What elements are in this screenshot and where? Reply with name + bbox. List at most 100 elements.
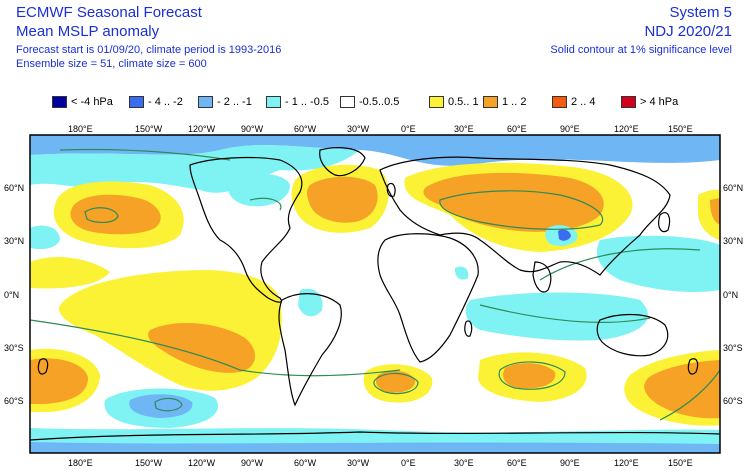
anomaly-area-south-indian-orange bbox=[503, 363, 556, 389]
lon-tick-label-top: 60°W bbox=[294, 124, 317, 134]
legend-label: 1 .. 2 bbox=[502, 96, 527, 108]
lon-tick-label-top: 90°W bbox=[241, 124, 264, 134]
anomaly-area-south-america-cyan bbox=[298, 288, 323, 317]
lon-tick-label-top: 0°E bbox=[401, 124, 416, 134]
color-legend: < -4 hPa - 4 .. -2 - 2 .. -1 - 1 .. -0.5 -0.… bbox=[52, 94, 712, 110]
legend-swatch bbox=[266, 96, 281, 108]
map-title: ECMWF Seasonal Forecast bbox=[16, 4, 202, 21]
new-zealand-outline-west bbox=[37, 358, 49, 375]
anomaly-area-north-pacific-orange bbox=[70, 194, 161, 235]
map-frame bbox=[29, 134, 721, 454]
anomaly-area-south-pacific-orange bbox=[148, 323, 256, 373]
lat-tick-label-left: 30°N bbox=[4, 236, 25, 246]
legend-swatch bbox=[198, 96, 213, 108]
new-zealand-outline bbox=[687, 358, 699, 375]
anomaly-area-north-america-cyan bbox=[228, 173, 290, 207]
lon-tick-label-top: 120°E bbox=[614, 124, 639, 134]
lat-tick-label-left: 30°S bbox=[4, 343, 24, 353]
lon-tick-label-bottom: 120°W bbox=[188, 458, 216, 468]
contour-note: Solid contour at 1% significance level bbox=[550, 44, 732, 56]
lon-tick-label-top: 180°E bbox=[68, 124, 93, 134]
anomaly-area-tasman-orange bbox=[644, 360, 720, 419]
ensemble-info: Ensemble size = 51, climate size = 600 bbox=[16, 58, 207, 70]
legend-item: > 4 hPa bbox=[621, 94, 678, 110]
legend-label: - 1 .. -0.5 bbox=[285, 96, 330, 108]
south-america-outline bbox=[278, 293, 342, 407]
anomaly-area-west-pacific-yellow bbox=[30, 257, 110, 289]
lon-tick-label-bottom: 0°E bbox=[401, 458, 416, 468]
lon-tick-label-bottom: 150°W bbox=[135, 458, 163, 468]
map-subtitle: Mean MSLP anomaly bbox=[16, 23, 160, 40]
legend-swatch bbox=[621, 96, 636, 108]
antarctica-outline bbox=[30, 431, 720, 441]
anomaly-area-east-pacific-orange-right bbox=[710, 198, 720, 225]
legend-swatch bbox=[552, 96, 567, 108]
lat-tick-label-left: 60°S bbox=[4, 396, 24, 406]
legend-label: - 2 .. -1 bbox=[217, 96, 252, 108]
australia-outline bbox=[596, 313, 669, 357]
anomaly-area-arctic-cyan bbox=[30, 145, 360, 193]
anomaly-area-indian-ocean-cyan bbox=[465, 292, 648, 341]
greenland-outline bbox=[319, 147, 366, 177]
legend-swatch bbox=[129, 96, 144, 108]
lon-tick-label-bottom: 90°W bbox=[241, 458, 264, 468]
lat-tick-label-right: 60°N bbox=[723, 183, 744, 193]
legend-item: < -4 hPa bbox=[52, 94, 113, 110]
anomaly-area-atlantic-orange bbox=[307, 176, 378, 223]
legend-label: -0.5..0.5 bbox=[359, 96, 400, 108]
legend-label: > 4 hPa bbox=[640, 96, 679, 108]
legend-item: - 4 .. -2 bbox=[129, 94, 183, 110]
legend-item: 1 .. 2 bbox=[483, 94, 526, 110]
lon-tick-label-top: 120°W bbox=[188, 124, 216, 134]
uk-outline bbox=[386, 182, 396, 197]
lon-tick-label-bottom: 180°E bbox=[68, 458, 93, 468]
legend-label: - 4 .. -2 bbox=[148, 96, 183, 108]
legend-item: -0.5..0.5 bbox=[340, 94, 399, 110]
legend-item: 2 .. 4 bbox=[552, 94, 595, 110]
lat-tick-label-left: 60°N bbox=[4, 183, 25, 193]
significance-contours bbox=[30, 148, 720, 421]
lon-tick-label-bottom: 30°E bbox=[454, 458, 474, 468]
legend-swatch bbox=[340, 96, 355, 108]
lon-tick-label-bottom: 60°E bbox=[507, 458, 527, 468]
lon-tick-label-top: 30°E bbox=[454, 124, 474, 134]
legend-label: < -4 hPa bbox=[71, 96, 113, 108]
lat-tick-label-right: 30°S bbox=[723, 343, 743, 353]
legend-label: 0.5.. 1 bbox=[448, 96, 479, 108]
lon-tick-label-bottom: 60°W bbox=[294, 458, 317, 468]
forecast-info: Forecast start is 01/09/20, climate peri… bbox=[16, 44, 282, 56]
lat-tick-label-right: 0°N bbox=[723, 290, 739, 300]
lon-tick-label-bottom: 30°W bbox=[347, 458, 370, 468]
anomaly-area-dateline-cyan bbox=[30, 225, 60, 250]
coastlines bbox=[30, 147, 720, 441]
madagascar-outline bbox=[464, 320, 473, 337]
lon-tick-label-top: 150°W bbox=[135, 124, 163, 134]
lon-tick-label-top: 60°E bbox=[507, 124, 527, 134]
legend-item: - 1 .. -0.5 bbox=[266, 94, 329, 110]
anomaly-area-east-europe-orange bbox=[438, 178, 472, 195]
lat-tick-label-right: 60°S bbox=[723, 396, 743, 406]
lat-tick-label-right: 30°N bbox=[723, 236, 744, 246]
lon-tick-label-bottom: 150°E bbox=[668, 458, 693, 468]
india-outline bbox=[532, 261, 552, 293]
legend-swatch bbox=[429, 96, 444, 108]
lon-tick-label-top: 90°E bbox=[560, 124, 580, 134]
lat-tick-label-left: 0°N bbox=[4, 290, 20, 300]
lon-tick-label-bottom: 120°E bbox=[614, 458, 639, 468]
period-label: NDJ 2020/21 bbox=[644, 23, 732, 40]
anomaly-area-southwest-pacific-orange bbox=[30, 358, 88, 404]
legend-swatch bbox=[52, 96, 67, 108]
anomaly-area-south-atlantic-orange bbox=[376, 370, 416, 393]
anomaly-area-tibet-blue bbox=[558, 229, 571, 241]
legend-item: 0.5.. 1 bbox=[429, 94, 479, 110]
anomaly-area-arctic-blue bbox=[30, 135, 720, 166]
anomaly-area-africa-cyan bbox=[454, 266, 469, 280]
lon-tick-label-bottom: 90°E bbox=[560, 458, 580, 468]
anomaly-area-southern-blue bbox=[30, 442, 720, 453]
north-america-outline bbox=[189, 156, 303, 303]
japan-outline bbox=[658, 212, 671, 233]
legend-label: 2 .. 4 bbox=[571, 96, 596, 108]
lon-tick-label-top: 150°E bbox=[668, 124, 693, 134]
legend-item: - 2 .. -1 bbox=[198, 94, 252, 110]
